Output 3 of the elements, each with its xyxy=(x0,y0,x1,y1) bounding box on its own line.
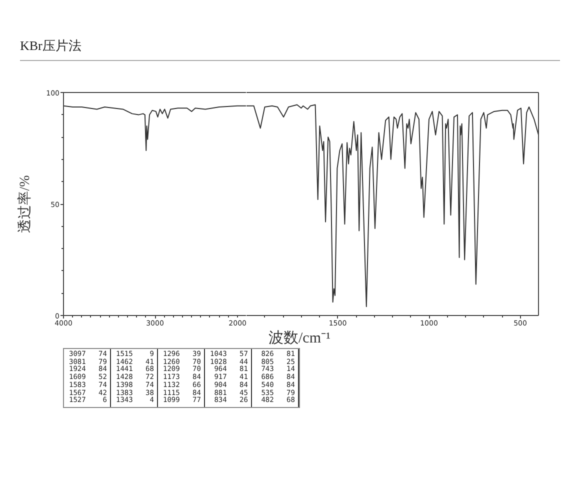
x-axis-title: 波数/cm⁻¹ xyxy=(268,330,330,346)
y-axis-title: 透过率/% xyxy=(17,174,34,233)
chart-title: KBr压片法 xyxy=(20,38,82,53)
